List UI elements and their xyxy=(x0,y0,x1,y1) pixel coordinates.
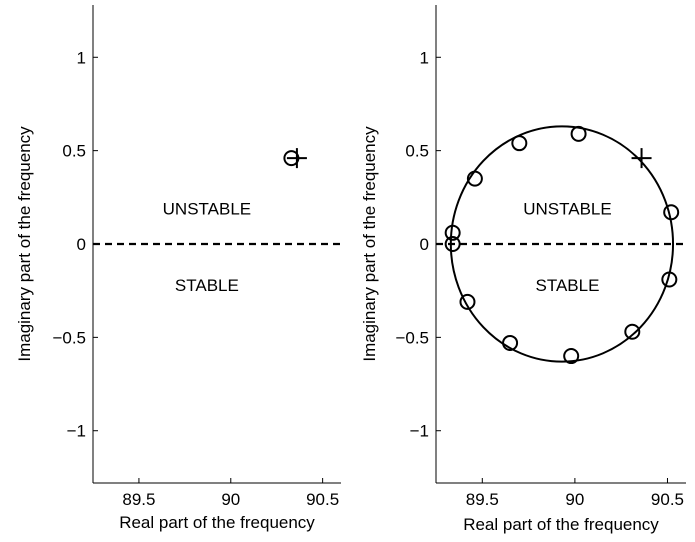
x-axis-label: Real part of the frequency xyxy=(463,515,659,534)
circle-marker xyxy=(502,334,519,351)
circle-marker xyxy=(624,323,641,340)
plus-marker xyxy=(286,148,307,169)
x-tick-label: 90 xyxy=(221,490,240,509)
y-tick-label: 0.5 xyxy=(62,142,86,161)
contour-circle xyxy=(449,125,675,363)
circle-marker xyxy=(661,271,678,288)
right-panel: −1 −0.5 0 0.5 1 89.5 90 90.5 Real part of the fr… xyxy=(360,5,686,534)
circle-marker xyxy=(459,293,476,310)
y-tick-label: 0.5 xyxy=(405,142,429,161)
circle-marker xyxy=(466,170,483,187)
y-tick-label: 1 xyxy=(420,48,429,67)
x-tick-label: 89.5 xyxy=(122,490,155,509)
circle-marker xyxy=(570,125,587,142)
x-tick-label: 89.5 xyxy=(466,490,499,509)
circle-marker xyxy=(663,204,680,221)
y-axis-label: Imaginary part of the frequency xyxy=(15,126,34,362)
y-tick-label: −1 xyxy=(410,422,429,441)
circle-marker xyxy=(511,135,528,152)
y-tick-label: 0 xyxy=(77,235,86,254)
x-tick-label: 90.5 xyxy=(651,490,684,509)
y-tick-label: −1 xyxy=(67,422,86,441)
circle-marker xyxy=(563,348,580,365)
plus-marker xyxy=(631,148,652,169)
y-tick-label: −0.5 xyxy=(52,328,86,347)
x-tick-label: 90.5 xyxy=(306,490,339,509)
region-label: STABLE xyxy=(175,276,239,295)
left-panel: −1 −0.5 0 0.5 1 89.5 90 90.5 Real part of the fr… xyxy=(15,5,341,532)
region-label: UNSTABLE xyxy=(523,200,612,219)
circle-marker xyxy=(444,224,461,241)
y-axis-label: Imaginary part of the frequency xyxy=(360,126,379,362)
y-tick-label: −0.5 xyxy=(395,328,429,347)
x-axis-label: Real part of the frequency xyxy=(119,513,315,532)
region-label: STABLE xyxy=(536,276,600,295)
y-tick-label: 0 xyxy=(420,235,429,254)
circle-marker xyxy=(444,236,461,252)
y-tick-label: 1 xyxy=(77,48,86,67)
region-label: UNSTABLE xyxy=(163,200,252,219)
x-tick-label: 90 xyxy=(565,490,584,509)
